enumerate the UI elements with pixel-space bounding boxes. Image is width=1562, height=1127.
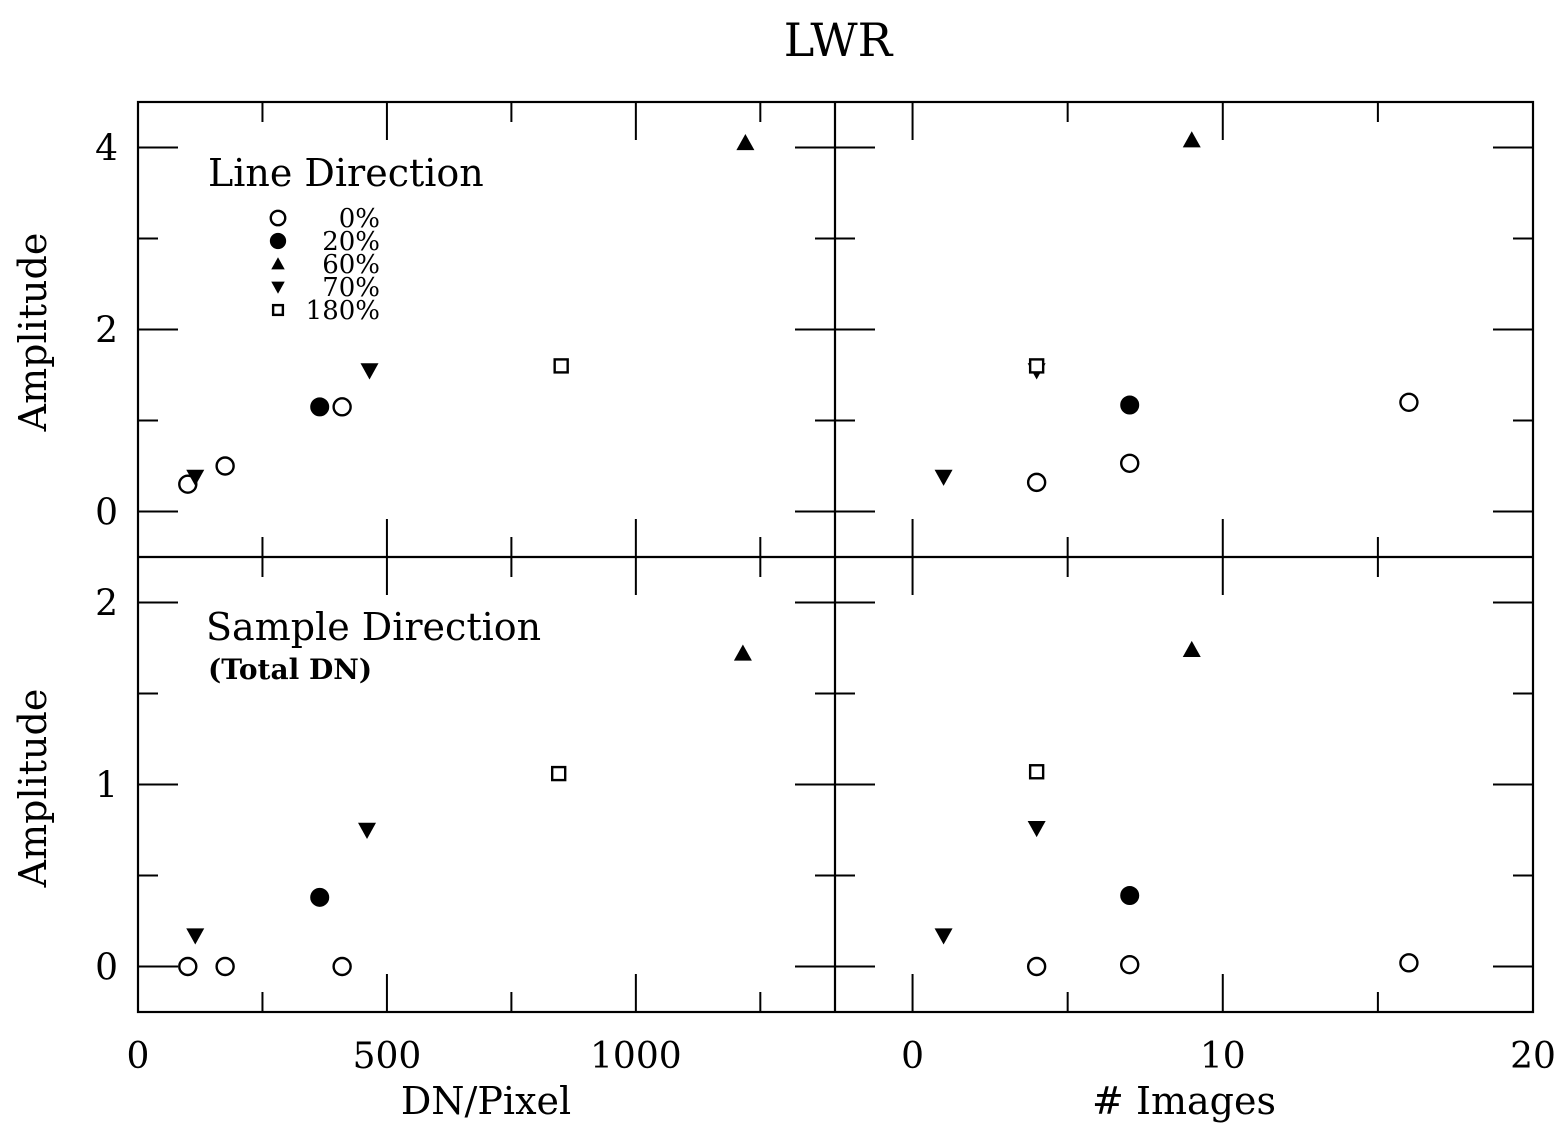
top-right-point-60pct <box>1182 131 1201 148</box>
figure-title: LWR <box>784 13 894 67</box>
bottom-left-point-60pct <box>733 644 752 661</box>
top-left-point-0pct <box>215 456 235 476</box>
top-left-point-20pct <box>310 397 330 417</box>
bottom-right-point-0pct <box>1120 954 1140 975</box>
bottom-right-point-0pct <box>1026 956 1047 977</box>
bottom-right-point-70pct <box>1027 820 1046 838</box>
legend-marker-0pct <box>269 209 287 227</box>
top-right-point-0pct <box>1399 392 1419 412</box>
legend-marker-20pct <box>269 232 287 250</box>
legend-marker-180pct <box>271 303 285 317</box>
top-left-point-0pct <box>332 397 352 417</box>
top-right-point-180pct <box>1028 358 1045 374</box>
top-left-y-tick-label: 0 <box>95 493 118 534</box>
top-left-point-60pct <box>736 133 755 151</box>
bottom-left-y-tick-label: 2 <box>95 584 118 625</box>
top-right-point-70pct <box>934 469 953 486</box>
legend: 0%20%60%70%180% <box>269 204 380 326</box>
bottom-right-x-tick-label: 10 <box>1200 1036 1246 1077</box>
top-right-point-0pct <box>1120 453 1140 473</box>
top-right-point-0pct <box>1026 472 1047 493</box>
bottom-left-x-tick-label: 500 <box>353 1036 422 1077</box>
data-marks <box>178 131 1419 977</box>
bottom-left-point-0pct <box>332 956 352 977</box>
legend-marker-70pct <box>271 281 285 294</box>
top-left-y-tick-label: 2 <box>95 311 118 352</box>
y-axis-label-bottom: Amplitude <box>11 689 55 889</box>
bottom-left-x-tick-label: 1000 <box>590 1036 682 1077</box>
bottom-left-point-20pct <box>310 887 330 907</box>
bottom-left-y-tick-label: 0 <box>95 948 118 989</box>
legend-marker-60pct <box>271 257 285 270</box>
bottom-right-x-tick-label: 0 <box>901 1036 924 1077</box>
legend-label: 20% <box>322 227 380 257</box>
top-panel-title: Line Direction <box>208 151 484 195</box>
bottom-right-point-60pct <box>1182 640 1201 658</box>
bottom-right-point-70pct <box>934 928 953 945</box>
bottom-left-point-180pct <box>550 765 567 782</box>
legend-label: 60% <box>322 250 380 280</box>
top-left-point-70pct <box>186 469 205 486</box>
top-left-point-180pct <box>553 358 569 374</box>
bottom-right-point-20pct <box>1120 886 1140 906</box>
bottom-right-x-tick-label: 20 <box>1510 1036 1556 1077</box>
bottom-left-x-tick-label: 0 <box>127 1036 150 1077</box>
bottom-right-point-180pct <box>1028 764 1045 780</box>
top-right-point-20pct <box>1120 395 1140 415</box>
top-left-point-70pct <box>360 363 379 380</box>
x-axis-label-right: # Images <box>1092 1079 1276 1123</box>
x-axis-label-left: DN/Pixel <box>401 1079 571 1123</box>
bottom-left-y-tick-label: 1 <box>95 766 118 807</box>
y-axis-label-top: Amplitude <box>11 233 55 433</box>
bottom-left-point-70pct <box>358 822 377 839</box>
bottom-left-point-0pct <box>178 956 198 977</box>
bottom-right-point-0pct <box>1399 953 1419 973</box>
legend-label: 70% <box>322 273 380 303</box>
top-left-y-tick-label: 4 <box>95 129 118 170</box>
legend-label: 0% <box>339 204 380 234</box>
bottom-panel-title: Sample Direction <box>206 605 541 649</box>
bottom-panel-subtitle: (Total DN) <box>208 653 372 686</box>
bottom-left-point-70pct <box>186 928 205 945</box>
bottom-left-point-0pct <box>215 956 235 977</box>
legend-label: 180% <box>306 296 380 326</box>
